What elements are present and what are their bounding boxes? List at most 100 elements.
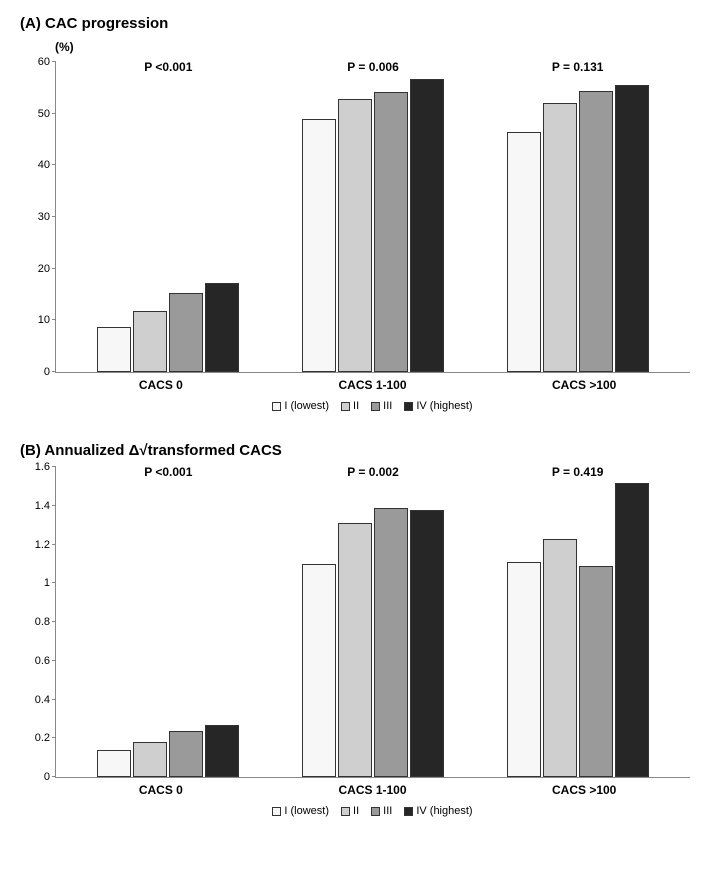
panel-b-title: (B) Annualized Δ√transformed CACS xyxy=(20,442,690,459)
panel-a-chart: 0102030405060 P <0.001P = 0.006P = 0.131 xyxy=(20,62,690,372)
y-tick-label: 0.4 xyxy=(35,694,50,706)
bar-group: P = 0.006 xyxy=(271,62,476,372)
legend-label: I (lowest) xyxy=(284,400,329,412)
y-tick-label: 20 xyxy=(38,263,50,275)
p-value-label: P = 0.419 xyxy=(552,465,604,479)
y-tick-label: 0 xyxy=(44,771,50,783)
y-tick-label: 10 xyxy=(38,314,50,326)
y-tick-label: 50 xyxy=(38,108,50,120)
bar-group-inner xyxy=(302,467,444,777)
bar-group-inner xyxy=(97,467,239,777)
bar-group: P = 0.002 xyxy=(271,467,476,777)
panel-b-chart: 00.20.40.60.811.21.41.6 P <0.001P = 0.00… xyxy=(20,467,690,777)
p-value-label: P = 0.002 xyxy=(347,465,399,479)
panel-a-legend: I (lowest)IIIIIIV (highest) xyxy=(55,400,690,412)
y-tick-mark xyxy=(52,582,56,583)
bar xyxy=(97,327,131,372)
bar xyxy=(507,562,541,777)
y-tick-label: 1.6 xyxy=(35,461,50,473)
bar-group: P = 0.131 xyxy=(475,62,680,372)
legend-swatch xyxy=(371,402,380,411)
y-tick-mark xyxy=(52,699,56,700)
y-tick-mark xyxy=(52,505,56,506)
x-category-label: CACS 0 xyxy=(55,778,267,797)
p-value-label: P <0.001 xyxy=(144,465,192,479)
legend-label: III xyxy=(383,400,392,412)
bar xyxy=(543,103,577,372)
legend-item: I (lowest) xyxy=(272,400,329,412)
bar xyxy=(169,293,203,372)
y-tick-label: 0 xyxy=(44,366,50,378)
bar-group: P = 0.419 xyxy=(475,467,680,777)
legend-swatch xyxy=(272,402,281,411)
panel-a-y-axis: 0102030405060 xyxy=(20,62,55,372)
y-tick-mark xyxy=(52,621,56,622)
bar-group-inner xyxy=(302,62,444,372)
legend-swatch xyxy=(341,807,350,816)
bar-group-inner xyxy=(507,62,649,372)
y-tick-label: 1.2 xyxy=(35,539,50,551)
y-tick-label: 60 xyxy=(38,56,50,68)
y-tick-mark xyxy=(52,776,56,777)
y-tick-mark xyxy=(52,371,56,372)
bar xyxy=(338,99,372,372)
legend-swatch xyxy=(341,402,350,411)
bar xyxy=(507,132,541,372)
bar-group: P <0.001 xyxy=(66,467,271,777)
bar xyxy=(579,566,613,777)
bar-group-inner xyxy=(97,62,239,372)
y-tick-mark xyxy=(52,113,56,114)
legend-label: II xyxy=(353,805,359,817)
y-tick-mark xyxy=(52,164,56,165)
legend-swatch xyxy=(371,807,380,816)
y-tick-label: 30 xyxy=(38,211,50,223)
panel-b-plot: P <0.001 P = 0.002 P = 0.419 xyxy=(55,467,690,777)
legend-swatch xyxy=(404,402,413,411)
p-value-label: P = 0.006 xyxy=(347,60,399,74)
y-tick-label: 0.2 xyxy=(35,732,50,744)
panel-a-plot: P <0.001 P = 0.006 P = 0.131 xyxy=(55,62,690,372)
y-tick-label: 0.8 xyxy=(35,616,50,628)
legend-swatch xyxy=(272,807,281,816)
panel-a-y-unit: (%) xyxy=(55,40,690,54)
panel-b-y-axis: 00.20.40.60.811.21.41.6 xyxy=(20,467,55,777)
legend-item: IV (highest) xyxy=(404,805,472,817)
x-category-label: CACS 0 xyxy=(55,373,267,392)
legend-label: IV (highest) xyxy=(416,400,472,412)
legend-item: III xyxy=(371,805,392,817)
bar xyxy=(205,725,239,777)
bar xyxy=(302,564,336,777)
bar xyxy=(205,283,239,372)
p-value-label: P = 0.131 xyxy=(552,60,604,74)
panel-b: (B) Annualized Δ√transformed CACS 0 0.2 0.… xyxy=(20,442,690,817)
panel-a-x-labels: CACS 0CACS 1-100CACS >100 xyxy=(55,372,690,392)
legend-swatch xyxy=(404,807,413,816)
panel-a-title: (A) CAC progression xyxy=(20,15,690,32)
bar xyxy=(410,79,444,372)
bar-group: P <0.001 xyxy=(66,62,271,372)
panel-a: (A) CAC progression (%) 0102030405060 P … xyxy=(20,15,690,412)
bar-group-inner xyxy=(507,467,649,777)
legend-item: I (lowest) xyxy=(272,805,329,817)
legend-label: I (lowest) xyxy=(284,805,329,817)
bar xyxy=(302,119,336,372)
legend-label: II xyxy=(353,400,359,412)
x-category-label: CACS >100 xyxy=(478,778,690,797)
bar xyxy=(410,510,444,777)
y-tick-mark xyxy=(52,660,56,661)
legend-label: III xyxy=(383,805,392,817)
x-category-label: CACS 1-100 xyxy=(267,778,479,797)
x-category-label: CACS 1-100 xyxy=(267,373,479,392)
bar xyxy=(579,91,613,372)
bar xyxy=(97,750,131,777)
bar xyxy=(615,483,649,778)
panel-b-legend: I (lowest)IIIIIIV (highest) xyxy=(55,805,690,817)
legend-label: IV (highest) xyxy=(416,805,472,817)
legend-item: IV (highest) xyxy=(404,400,472,412)
bar xyxy=(374,92,408,372)
bar xyxy=(374,508,408,777)
bar xyxy=(133,742,167,777)
y-tick-label: 1.4 xyxy=(35,500,50,512)
bar xyxy=(543,539,577,777)
y-tick-mark xyxy=(52,319,56,320)
